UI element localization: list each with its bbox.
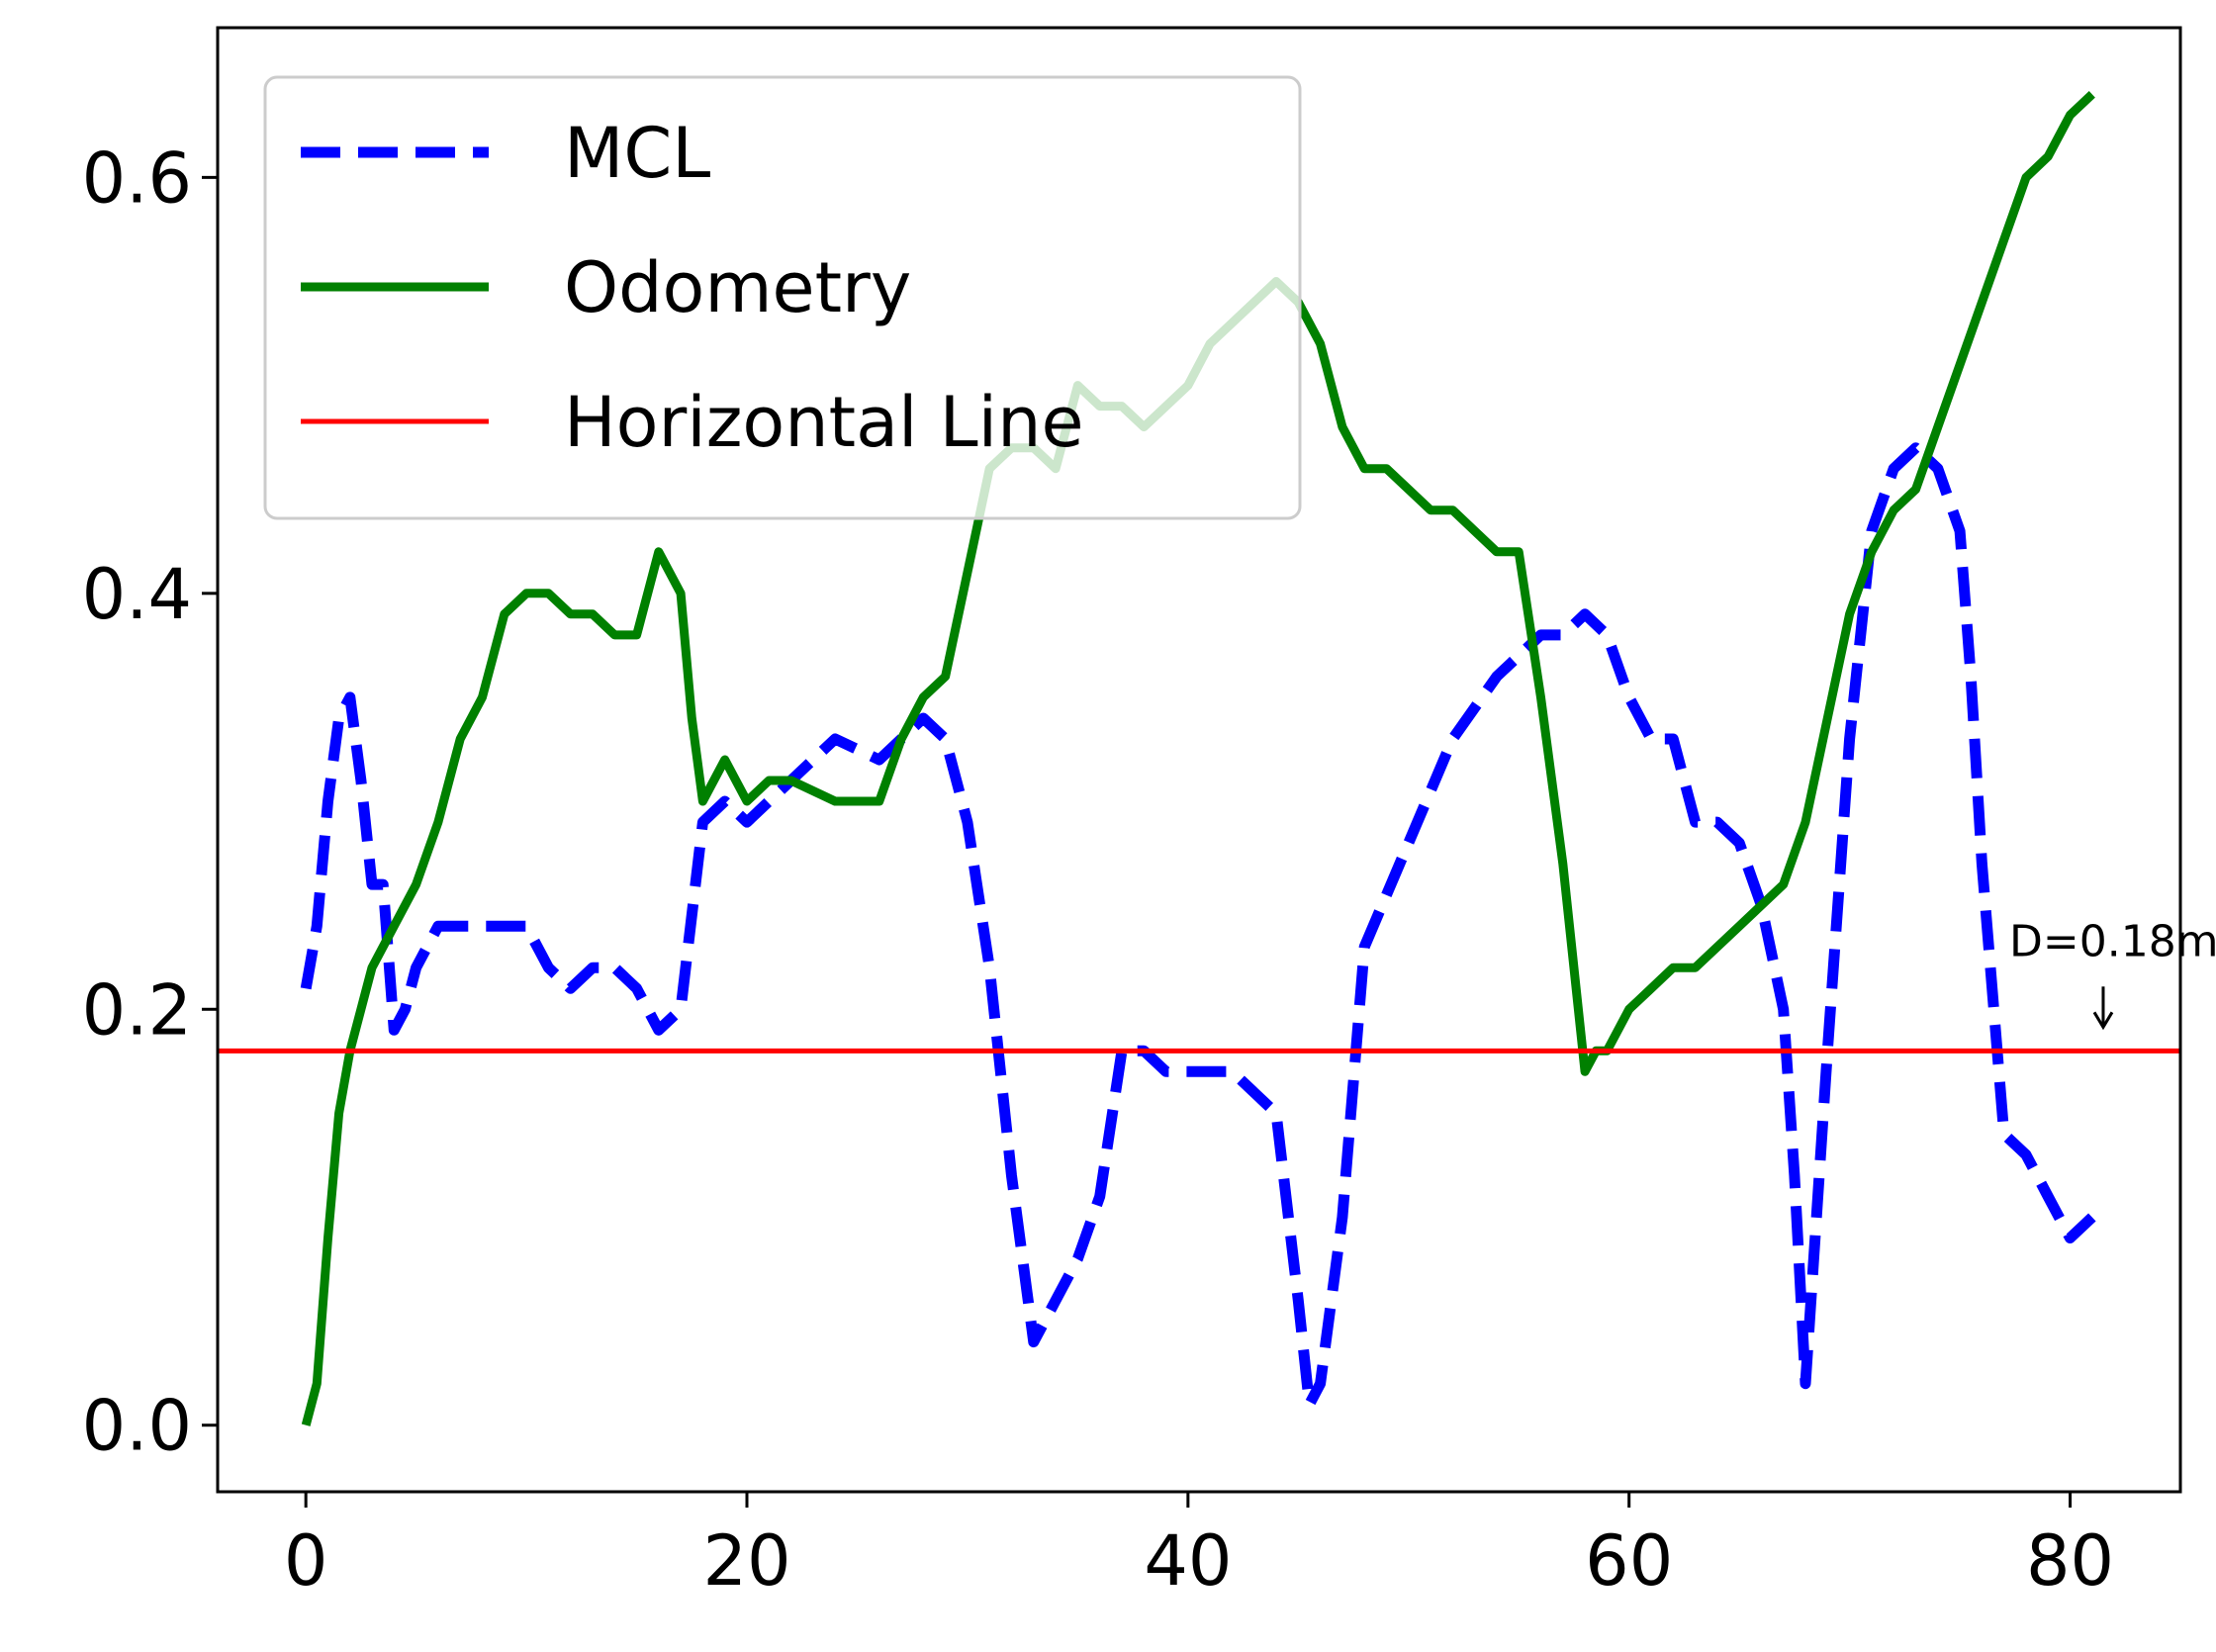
legend-label: Horizontal Line	[564, 382, 1084, 463]
legend-label: Odometry	[564, 247, 911, 328]
axes-layer: 0 20 40 60 80 0.0 0.2 0.4 0.6	[82, 138, 2114, 1602]
x-tick-label: 60	[1585, 1520, 1673, 1602]
annotation-layer: D=0.18m	[2009, 916, 2216, 1031]
y-tick-label: 0.6	[82, 138, 192, 219]
x-tick-label: 80	[2026, 1520, 2114, 1602]
annotation-arrow-head	[2092, 1011, 2114, 1031]
legend-label: MCL	[564, 113, 710, 194]
legend-box	[263, 75, 1302, 520]
x-tick-label: 0	[284, 1520, 328, 1602]
x-tick-label: 20	[702, 1520, 790, 1602]
y-tick-label: 0.0	[82, 1386, 192, 1467]
legend: MCL Odometry Horizontal Line	[263, 75, 1302, 520]
y-tick-label: 0.4	[82, 554, 192, 635]
y-tick-label: 0.2	[82, 969, 192, 1051]
plot-frame	[216, 26, 2182, 1494]
series-line-mcl	[300, 442, 2096, 1411]
x-tick-label: 40	[1144, 1520, 1232, 1602]
annotation-text: D=0.18m	[2009, 916, 2216, 966]
